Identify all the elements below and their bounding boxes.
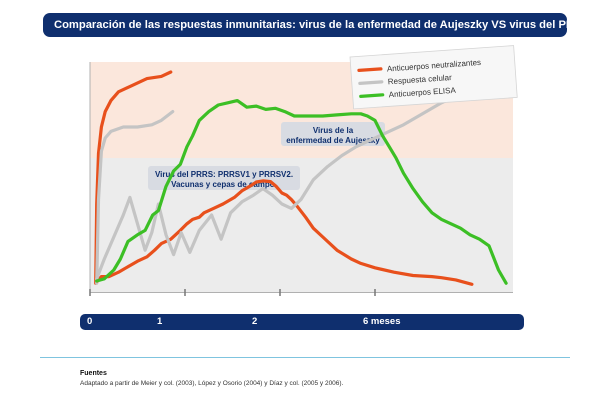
prrs-label-line-0: Virus del PRRS: PRRSV1 y PRRSV2. <box>155 170 293 179</box>
series-aujeszky_celular <box>95 109 175 285</box>
aujeszky-label-box <box>281 122 385 146</box>
aujeszky-label-line-0: Virus de la <box>313 126 354 135</box>
sources-title: Fuentes <box>80 370 107 377</box>
series-aujeszky_neutralizantes <box>94 70 173 285</box>
sources-text: Adaptado a partir de Meier y col. (2003)… <box>80 380 344 387</box>
prrs-label-box <box>148 166 300 190</box>
tick-label-0: 0 <box>87 316 93 327</box>
prrs-label-line-1: Vacunas y cepas de campo. <box>171 180 277 189</box>
legend-swatch-2 <box>359 93 385 98</box>
footer-divider <box>40 357 570 358</box>
series-prrs_neutralizantes <box>95 179 474 286</box>
tick-label-6-meses: 6 meses <box>363 316 401 327</box>
aujeszky-label-line-1: enfermedad de Aujeszky <box>286 136 380 145</box>
x-axis-bar: 0 1 2 6 meses <box>80 314 524 330</box>
tick-label-2: 2 <box>252 316 258 327</box>
legend-swatch-0 <box>357 67 383 73</box>
chart-title: Comparación de las respuestas inmunitari… <box>43 13 590 37</box>
legend-box <box>349 45 518 110</box>
series-prrs_celular <box>95 74 510 281</box>
legend-label-1: Respuesta celular <box>388 73 453 86</box>
tick-label-1: 1 <box>157 316 163 327</box>
series-prrs_elisa <box>95 98 508 285</box>
legend-swatch-1 <box>358 80 384 85</box>
